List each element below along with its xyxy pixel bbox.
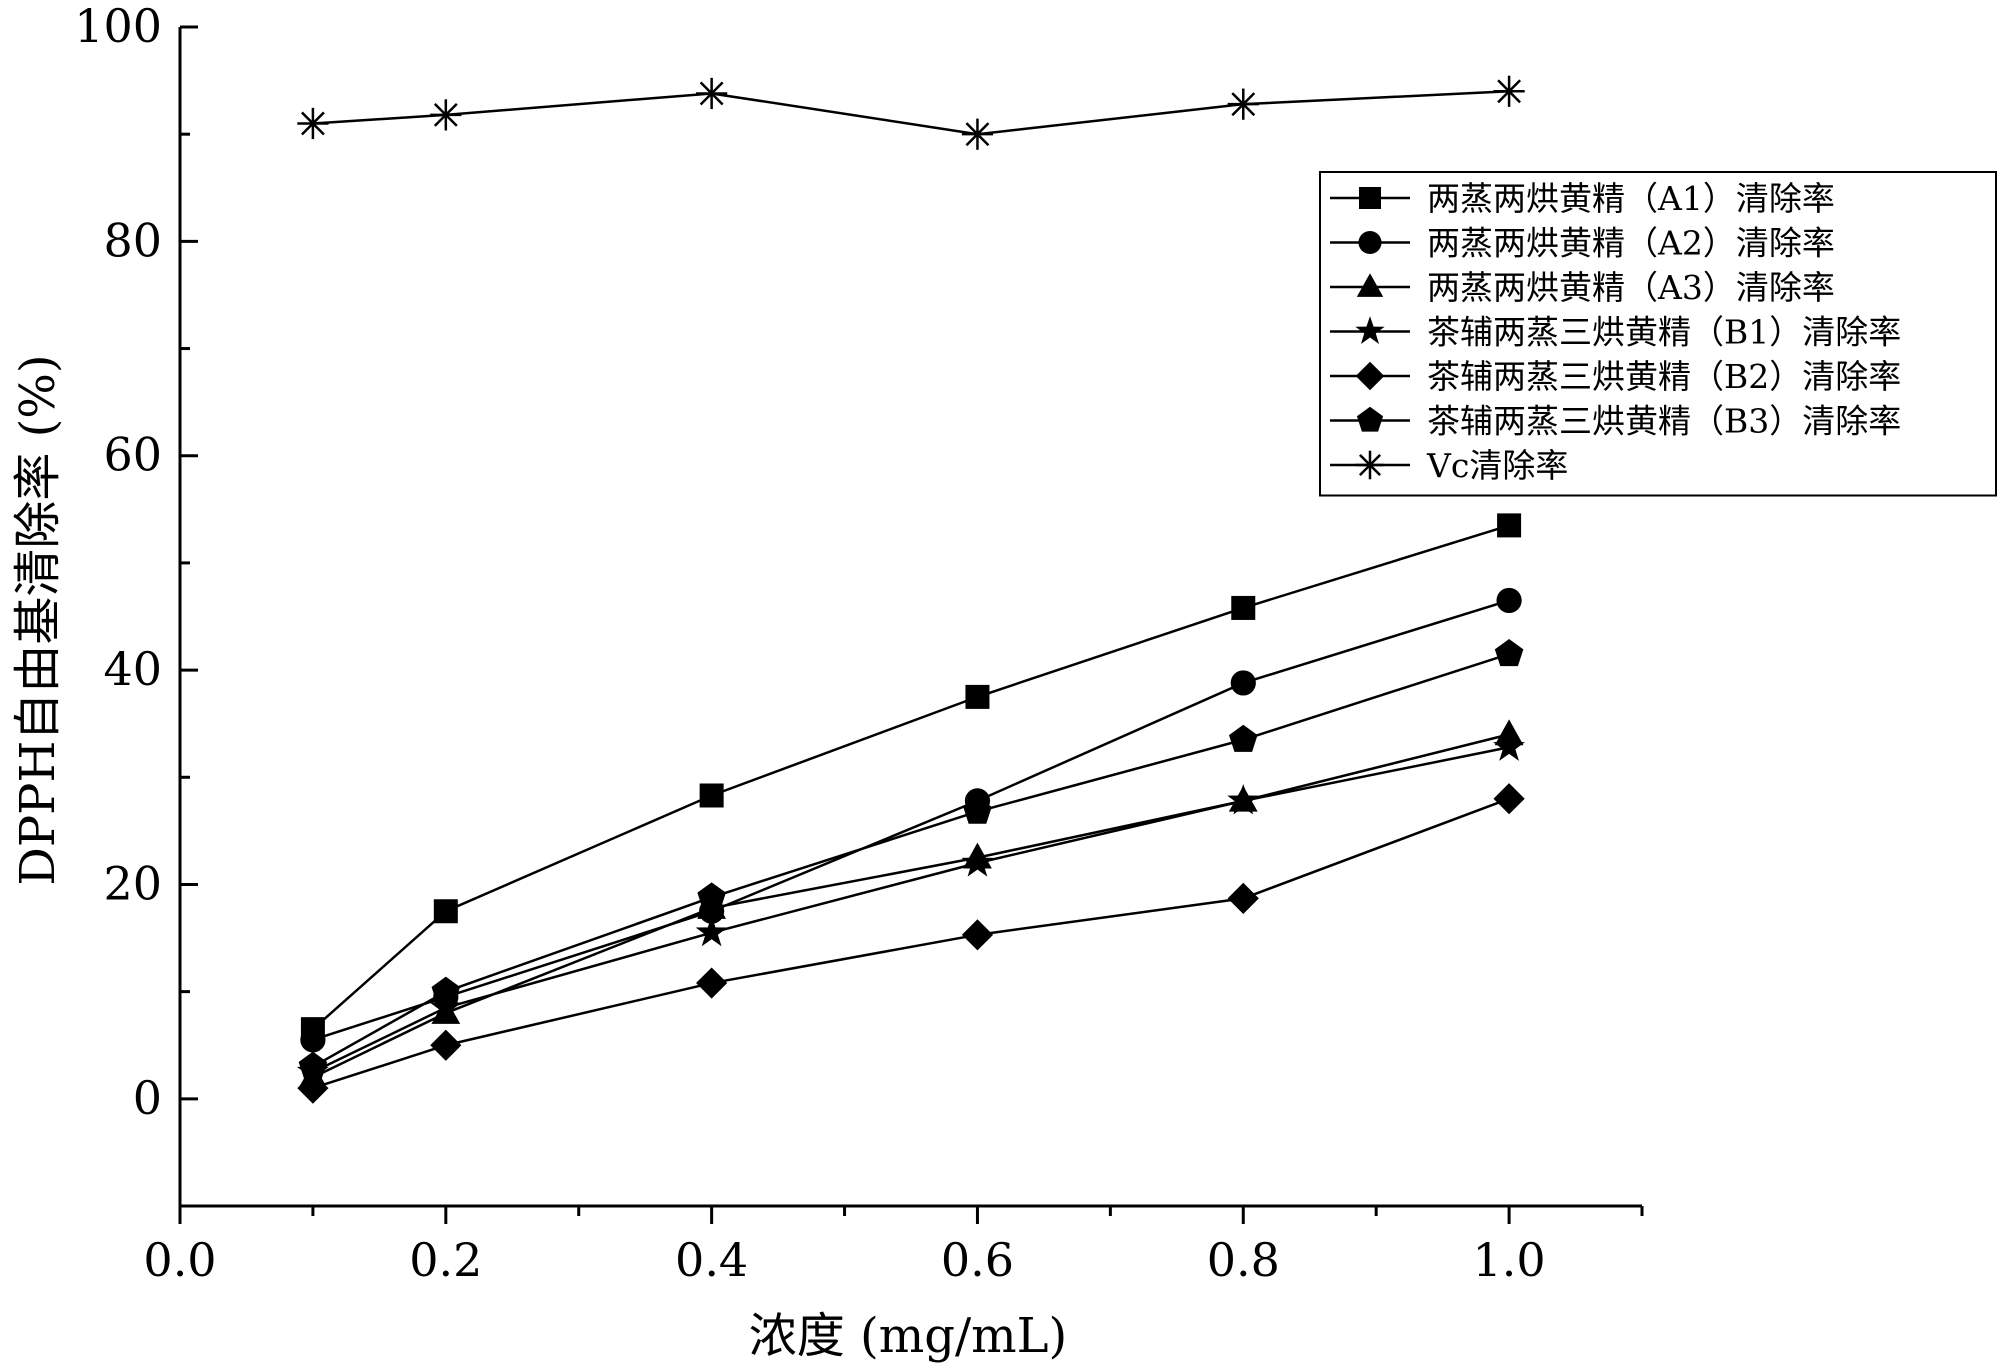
data-point — [300, 1027, 326, 1053]
data-point — [695, 915, 728, 947]
data-point — [1231, 595, 1256, 620]
x-tick-label: 0.4 — [675, 1233, 748, 1287]
legend-label: 两蒸两烘黄精（A3）清除率 — [1427, 268, 1835, 307]
data-point — [696, 77, 728, 110]
x-axis-title: 浓度 (mg/mL) — [749, 1308, 1068, 1364]
legend-label: 两蒸两烘黄精（A1）清除率 — [1427, 179, 1835, 218]
data-point — [433, 899, 458, 924]
legend-marker — [1359, 187, 1381, 209]
x-tick-label: 0.6 — [941, 1233, 1014, 1287]
data-point — [965, 684, 990, 709]
legend-label: Vc清除率 — [1426, 446, 1568, 485]
legend: 两蒸两烘黄精（A1）清除率两蒸两烘黄精（A2）清除率两蒸两烘黄精（A3）清除率茶… — [1319, 171, 1997, 497]
data-point — [696, 967, 728, 999]
legend-marker — [1355, 361, 1385, 391]
legend-marker — [1356, 406, 1384, 432]
data-point — [1229, 724, 1258, 752]
series-7 — [297, 75, 1525, 150]
legend-marker — [1358, 230, 1382, 255]
series-line — [312, 797, 1510, 1090]
series-line — [312, 90, 1510, 136]
series-3 — [298, 719, 1524, 1089]
series-5 — [297, 783, 1525, 1104]
series-line — [312, 746, 1510, 1074]
legend-label: 茶辅两蒸三烘黄精（B2）清除率 — [1427, 357, 1901, 396]
data-point — [1493, 75, 1525, 107]
data-point — [1496, 587, 1522, 614]
data-point — [1494, 639, 1524, 667]
data-point — [430, 99, 462, 131]
series-4 — [296, 730, 1526, 1086]
legend-entry: 茶辅两蒸三烘黄精（B2）清除率 — [1330, 357, 1901, 396]
y-tick-label: 0 — [133, 1071, 162, 1125]
data-point — [429, 990, 462, 1022]
legend-entry: 两蒸两烘黄精（A3）清除率 — [1330, 268, 1835, 307]
series-layer — [296, 75, 1526, 1104]
data-point — [961, 118, 994, 150]
data-point — [431, 976, 461, 1004]
series-line — [312, 524, 1510, 1031]
x-tick-label: 0.2 — [409, 1233, 482, 1287]
legend-label: 茶辅两蒸三烘黄精（B3）清除率 — [1427, 402, 1901, 441]
legend-entry: 茶辅两蒸三烘黄精（B3）清除率 — [1330, 402, 1901, 441]
data-point — [1497, 513, 1522, 538]
legend-entry: 两蒸两烘黄精（A1）清除率 — [1330, 179, 1835, 218]
legend-marker — [1356, 273, 1384, 297]
y-axis-title: DPPH自由基清除率 (%) — [10, 354, 66, 885]
data-point — [961, 846, 994, 877]
series-line — [312, 652, 1510, 1068]
series-2 — [300, 587, 1522, 1053]
y-tick-label: 60 — [103, 428, 162, 482]
legend-marker — [1355, 316, 1385, 344]
legend-label: 两蒸两烘黄精（A2）清除率 — [1427, 224, 1835, 263]
data-point — [1227, 882, 1259, 914]
data-point — [1493, 783, 1525, 815]
x-tick-label: 1.0 — [1473, 1233, 1546, 1287]
series-1 — [300, 513, 1522, 1042]
y-tick-label: 40 — [103, 642, 162, 696]
legend-entry: Vc清除率 — [1330, 446, 1568, 485]
data-point — [697, 882, 726, 910]
legend-entry: 两蒸两烘黄精（A2）清除率 — [1330, 224, 1835, 263]
data-point — [1493, 730, 1526, 761]
data-point — [297, 107, 329, 140]
y-tick-label: 100 — [74, 0, 162, 53]
data-point — [699, 783, 724, 808]
x-tick-label: 0.0 — [143, 1233, 216, 1287]
legend-label: 茶辅两蒸三烘黄精（B1）清除率 — [1427, 313, 1901, 352]
legend-marker — [1355, 450, 1385, 480]
series-line — [312, 733, 1510, 1079]
data-point — [1230, 670, 1256, 696]
x-tick-label: 0.8 — [1207, 1233, 1280, 1287]
legend-box — [1319, 171, 1997, 497]
data-point — [963, 796, 992, 824]
data-point — [961, 919, 994, 951]
data-point — [1227, 784, 1260, 815]
y-tick-label: 80 — [103, 213, 162, 267]
data-point — [298, 1051, 328, 1079]
axes: 0 20 40 60 80 100 0.0 0.2 0.4 0.6 0.8 1.0 — [74, 0, 1644, 1287]
data-point — [430, 1029, 462, 1061]
y-tick-label: 20 — [103, 856, 162, 910]
series-6 — [298, 639, 1524, 1079]
legend-entry: 茶辅两蒸三烘黄精（B1）清除率 — [1330, 313, 1901, 352]
data-point — [1227, 88, 1259, 120]
data-point — [297, 1072, 329, 1104]
